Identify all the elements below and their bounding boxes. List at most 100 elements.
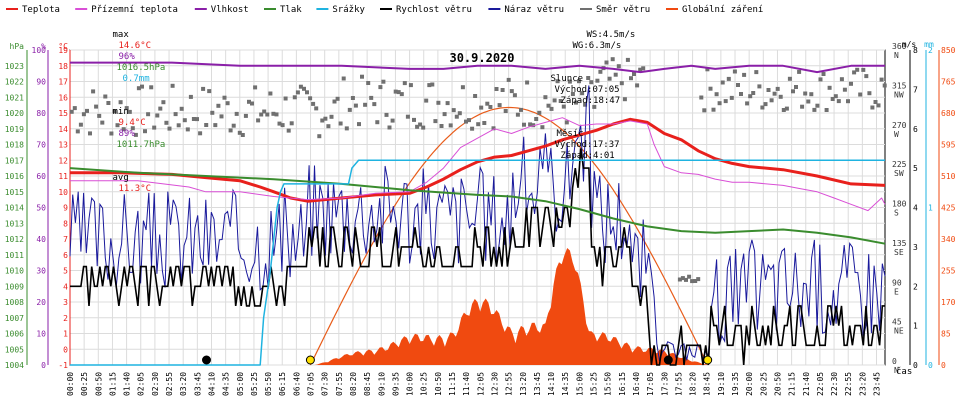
direction-point [699, 95, 704, 100]
direction-tick-label: 90 [892, 278, 902, 287]
series-line-naraz-vetru [69, 85, 886, 362]
legend-label: Náraz větru [504, 5, 564, 15]
radiation-tick-label: 510 [941, 172, 956, 181]
stats-max-row: max 14.6°C 96% 1016.5hPa 0.7mm [80, 19, 166, 96]
x-tick-label: 01:15 [108, 372, 117, 396]
stats-min-label: min [112, 107, 129, 117]
direction-cardinal-label: SE [894, 248, 904, 257]
stats-min-row: min 9.4°C 89% 1011.7hPa [80, 96, 166, 162]
direction-point [121, 127, 126, 132]
x-tick-label: 23:45 [873, 372, 882, 396]
direction-point [298, 84, 303, 89]
pressure-tick-label: 1018 [5, 141, 24, 150]
direction-point [629, 76, 633, 81]
direction-point [75, 129, 80, 134]
pressure-tick-label: 1011 [5, 251, 24, 260]
temperature-axis-label: °C [58, 42, 68, 51]
stats-max-label: max [112, 30, 129, 40]
direction-point [515, 112, 520, 117]
series-line-prizemni-teplota [70, 117, 886, 212]
wind-axis-label: m/s [902, 40, 917, 49]
direction-point [256, 118, 261, 123]
direction-point [69, 109, 74, 114]
direction-point [818, 77, 823, 82]
direction-point [158, 106, 163, 111]
direction-point [250, 101, 254, 106]
direction-point [369, 95, 374, 100]
direction-point [552, 98, 557, 103]
direction-point [393, 89, 398, 94]
direction-point [195, 117, 199, 122]
direction-point [583, 102, 588, 107]
direction-tick-label: 180 [892, 200, 907, 209]
wind-speed-info: WS:4.5m/s [586, 30, 636, 40]
direction-point [326, 124, 331, 129]
direction-point [103, 94, 108, 99]
direction-point [580, 91, 585, 96]
direction-point [800, 104, 805, 109]
direction-point [775, 86, 780, 91]
temperature-tick-label: 3 [63, 298, 68, 307]
direction-point [742, 72, 747, 77]
rain-tick-label: 0 [928, 361, 933, 370]
direction-point [864, 74, 869, 79]
direction-point [396, 90, 401, 95]
x-tick-label: 18:20 [689, 372, 698, 396]
direction-point [283, 96, 288, 101]
direction-point [179, 106, 184, 111]
direction-point [262, 109, 267, 114]
x-tick-label: 04:10 [207, 372, 216, 396]
direction-point [106, 101, 111, 105]
direction-point [812, 107, 817, 112]
direction-point [188, 94, 193, 99]
direction-point [739, 92, 743, 96]
direction-point [494, 87, 499, 91]
x-tick-label: 00:00 [66, 372, 75, 396]
pressure-tick-label: 1017 [5, 156, 24, 165]
direction-point [213, 123, 218, 128]
direction-point [231, 123, 236, 128]
rain-tick-label: 2 [928, 46, 933, 55]
direction-point [372, 102, 377, 107]
direction-point [228, 128, 233, 133]
temperature-tick-label: 8 [63, 219, 68, 228]
pressure-tick-label: 1019 [5, 125, 24, 134]
direction-point [280, 123, 285, 128]
legend-label: Rychlost větru [396, 5, 472, 15]
direction-point [81, 112, 86, 117]
temperature-tick-label: 4 [63, 282, 68, 291]
direction-cardinal-label: NW [894, 90, 904, 99]
humidity-tick-label: 10 [36, 330, 46, 339]
radiation-tick-label: 850 [941, 46, 956, 55]
humidity-tick-label: 70 [36, 141, 46, 150]
radiation-tick-label: 425 [941, 204, 956, 213]
direction-point [305, 90, 309, 95]
direction-point [387, 125, 392, 130]
direction-point [570, 92, 575, 96]
direction-point [176, 123, 181, 128]
direction-point [320, 118, 325, 123]
pressure-tick-label: 1023 [5, 62, 24, 71]
direction-point [772, 91, 777, 96]
direction-point [167, 126, 172, 131]
direction-point [72, 106, 77, 111]
x-tick-label: 16:15 [618, 372, 627, 396]
direction-point [329, 114, 334, 119]
stats-min-hum: 89% [118, 129, 135, 139]
legend: Teplota Přízemní teplota Vlhkost Tlak Srážky… [6, 5, 763, 15]
direction-point [824, 108, 829, 112]
direction-point [265, 112, 270, 117]
wind-tick-label: 4 [913, 204, 918, 213]
direction-point [558, 99, 563, 103]
rain-tick-label: 1 [928, 204, 933, 213]
direction-point [836, 99, 841, 104]
moonset-marker [202, 355, 211, 365]
pressure-tick-label: 1022 [5, 78, 24, 87]
moonrise-marker [663, 355, 673, 365]
x-tick-label: 03:20 [179, 372, 188, 396]
axes: 00:00 00:25 00:50 01:15 01:40 02:05 02:30 02:55… [5, 40, 956, 396]
direction-tick-label: 45 [892, 318, 902, 327]
direction-point [289, 121, 294, 126]
direction-point [133, 132, 138, 137]
direction-point [619, 81, 624, 86]
